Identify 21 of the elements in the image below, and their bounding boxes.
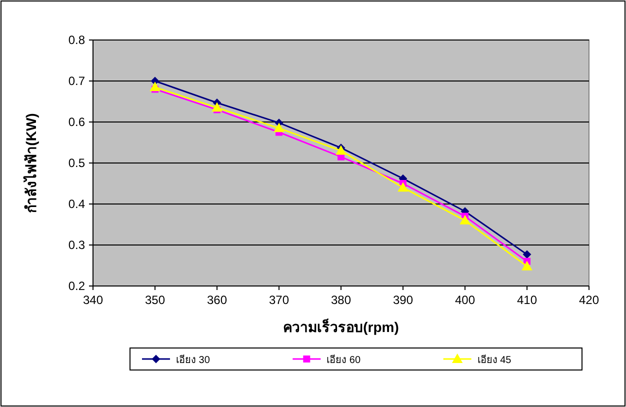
legend-label: เอียง 30	[176, 354, 210, 366]
y-tick-label: 0.5	[68, 156, 86, 170]
y-tick-label: 0.2	[68, 279, 86, 293]
x-tick-label: 350	[144, 293, 166, 307]
x-tick-label: 410	[516, 293, 538, 307]
legend-label: เอียง 45	[477, 354, 512, 366]
y-tick-label: 0.7	[68, 74, 86, 88]
x-tick-label: 370	[268, 293, 290, 307]
y-tick-label: 0.3	[68, 238, 86, 252]
x-tick-label: 340	[82, 293, 104, 307]
y-tick-label: 0.6	[68, 115, 86, 129]
legend-label: เอียง 60	[326, 354, 362, 366]
x-tick-label: 420	[578, 293, 600, 307]
x-tick-label: 380	[330, 293, 352, 307]
x-axis-title: ความเร็วรอบ(rpm)	[283, 318, 399, 335]
x-tick-label: 360	[206, 293, 228, 307]
x-tick-label: 400	[454, 293, 476, 307]
y-tick-label: 0.8	[68, 33, 86, 47]
y-axis-title: กำลังไฟฟ้า(KW)	[22, 113, 39, 213]
x-tick-label: 390	[392, 293, 414, 307]
y-tick-label: 0.4	[68, 197, 86, 211]
